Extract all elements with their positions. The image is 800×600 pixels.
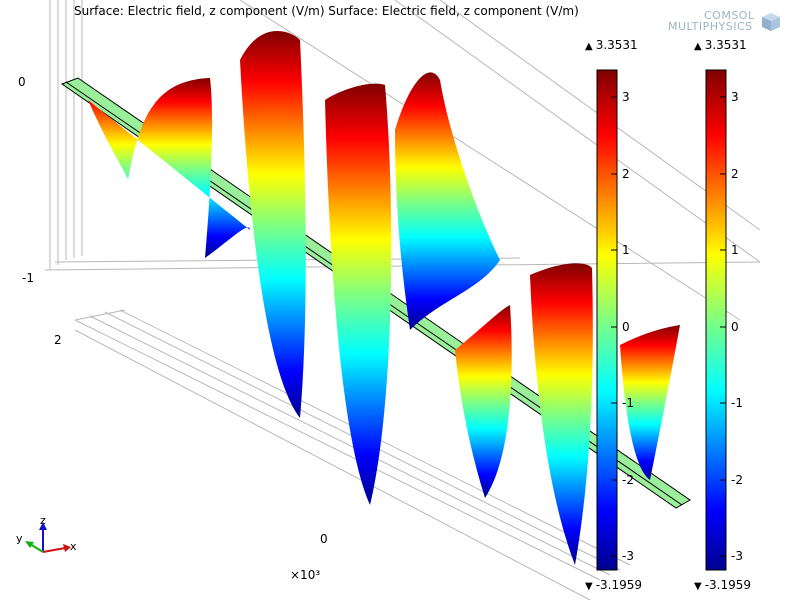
colorbar-1-gradient	[596, 69, 618, 571]
x-scale-factor: ×10³	[290, 568, 321, 582]
colorbar-2-gradient	[705, 69, 727, 571]
triangle-down-icon: ▼	[585, 581, 593, 592]
colorbar-2-tick: -3	[731, 549, 743, 563]
plot-title: Surface: Electric field, z component (V/…	[74, 4, 579, 18]
axis-triad: z x y	[16, 514, 77, 553]
grid-lines	[44, 0, 761, 600]
triangle-up-icon: ▲	[585, 41, 593, 52]
colorbar-tick-marks	[611, 96, 726, 557]
comsol-logo: COMSOL MULTIPHYSICS	[668, 10, 783, 38]
comsol-cube-icon	[762, 13, 780, 31]
triad-y-label: y	[16, 532, 23, 545]
colorbar-2-tick: 1	[731, 243, 739, 257]
x-tick-0: 0	[320, 532, 328, 546]
colorbar-1-tick: 3	[622, 90, 630, 104]
triad-z-label: z	[40, 514, 46, 527]
y-tick-2: 2	[54, 333, 62, 347]
colorbar-1-tick: 0	[622, 320, 630, 334]
colorbar-1-max: ▲ 3.3531	[585, 38, 638, 52]
logo-line-1: COMSOL	[704, 9, 755, 22]
colorbar-2-min: ▼ -3.1959	[694, 578, 752, 592]
z-tick-minus-1: -1	[22, 271, 34, 285]
colorbar-1-tick: -1	[622, 396, 634, 410]
colorbar-2-tick: -2	[731, 473, 743, 487]
colorbar-2-tick: -1	[731, 396, 743, 410]
colorbar-1-tick: 1	[622, 243, 630, 257]
triangle-up-icon: ▲	[694, 41, 702, 52]
colorbar-2-tick: 2	[731, 167, 739, 181]
z-tick-0: 0	[18, 75, 26, 89]
colorbar-2-tick: 0	[731, 320, 739, 334]
logo-line-2: MULTIPHYSICS	[668, 20, 753, 33]
colorbar-2-max: ▲ 3.3531	[694, 38, 747, 52]
colorbar-1-tick: -2	[622, 473, 634, 487]
colorbar-2-tick: 3	[731, 90, 739, 104]
colorbar-1-min: ▼ -3.1959	[585, 578, 643, 592]
colorbar-1-tick: -3	[622, 549, 634, 563]
triangle-down-icon: ▼	[694, 581, 702, 592]
field-surface	[88, 31, 680, 565]
triad-x-label: x	[70, 540, 77, 553]
colorbar-1-tick: 2	[622, 167, 630, 181]
